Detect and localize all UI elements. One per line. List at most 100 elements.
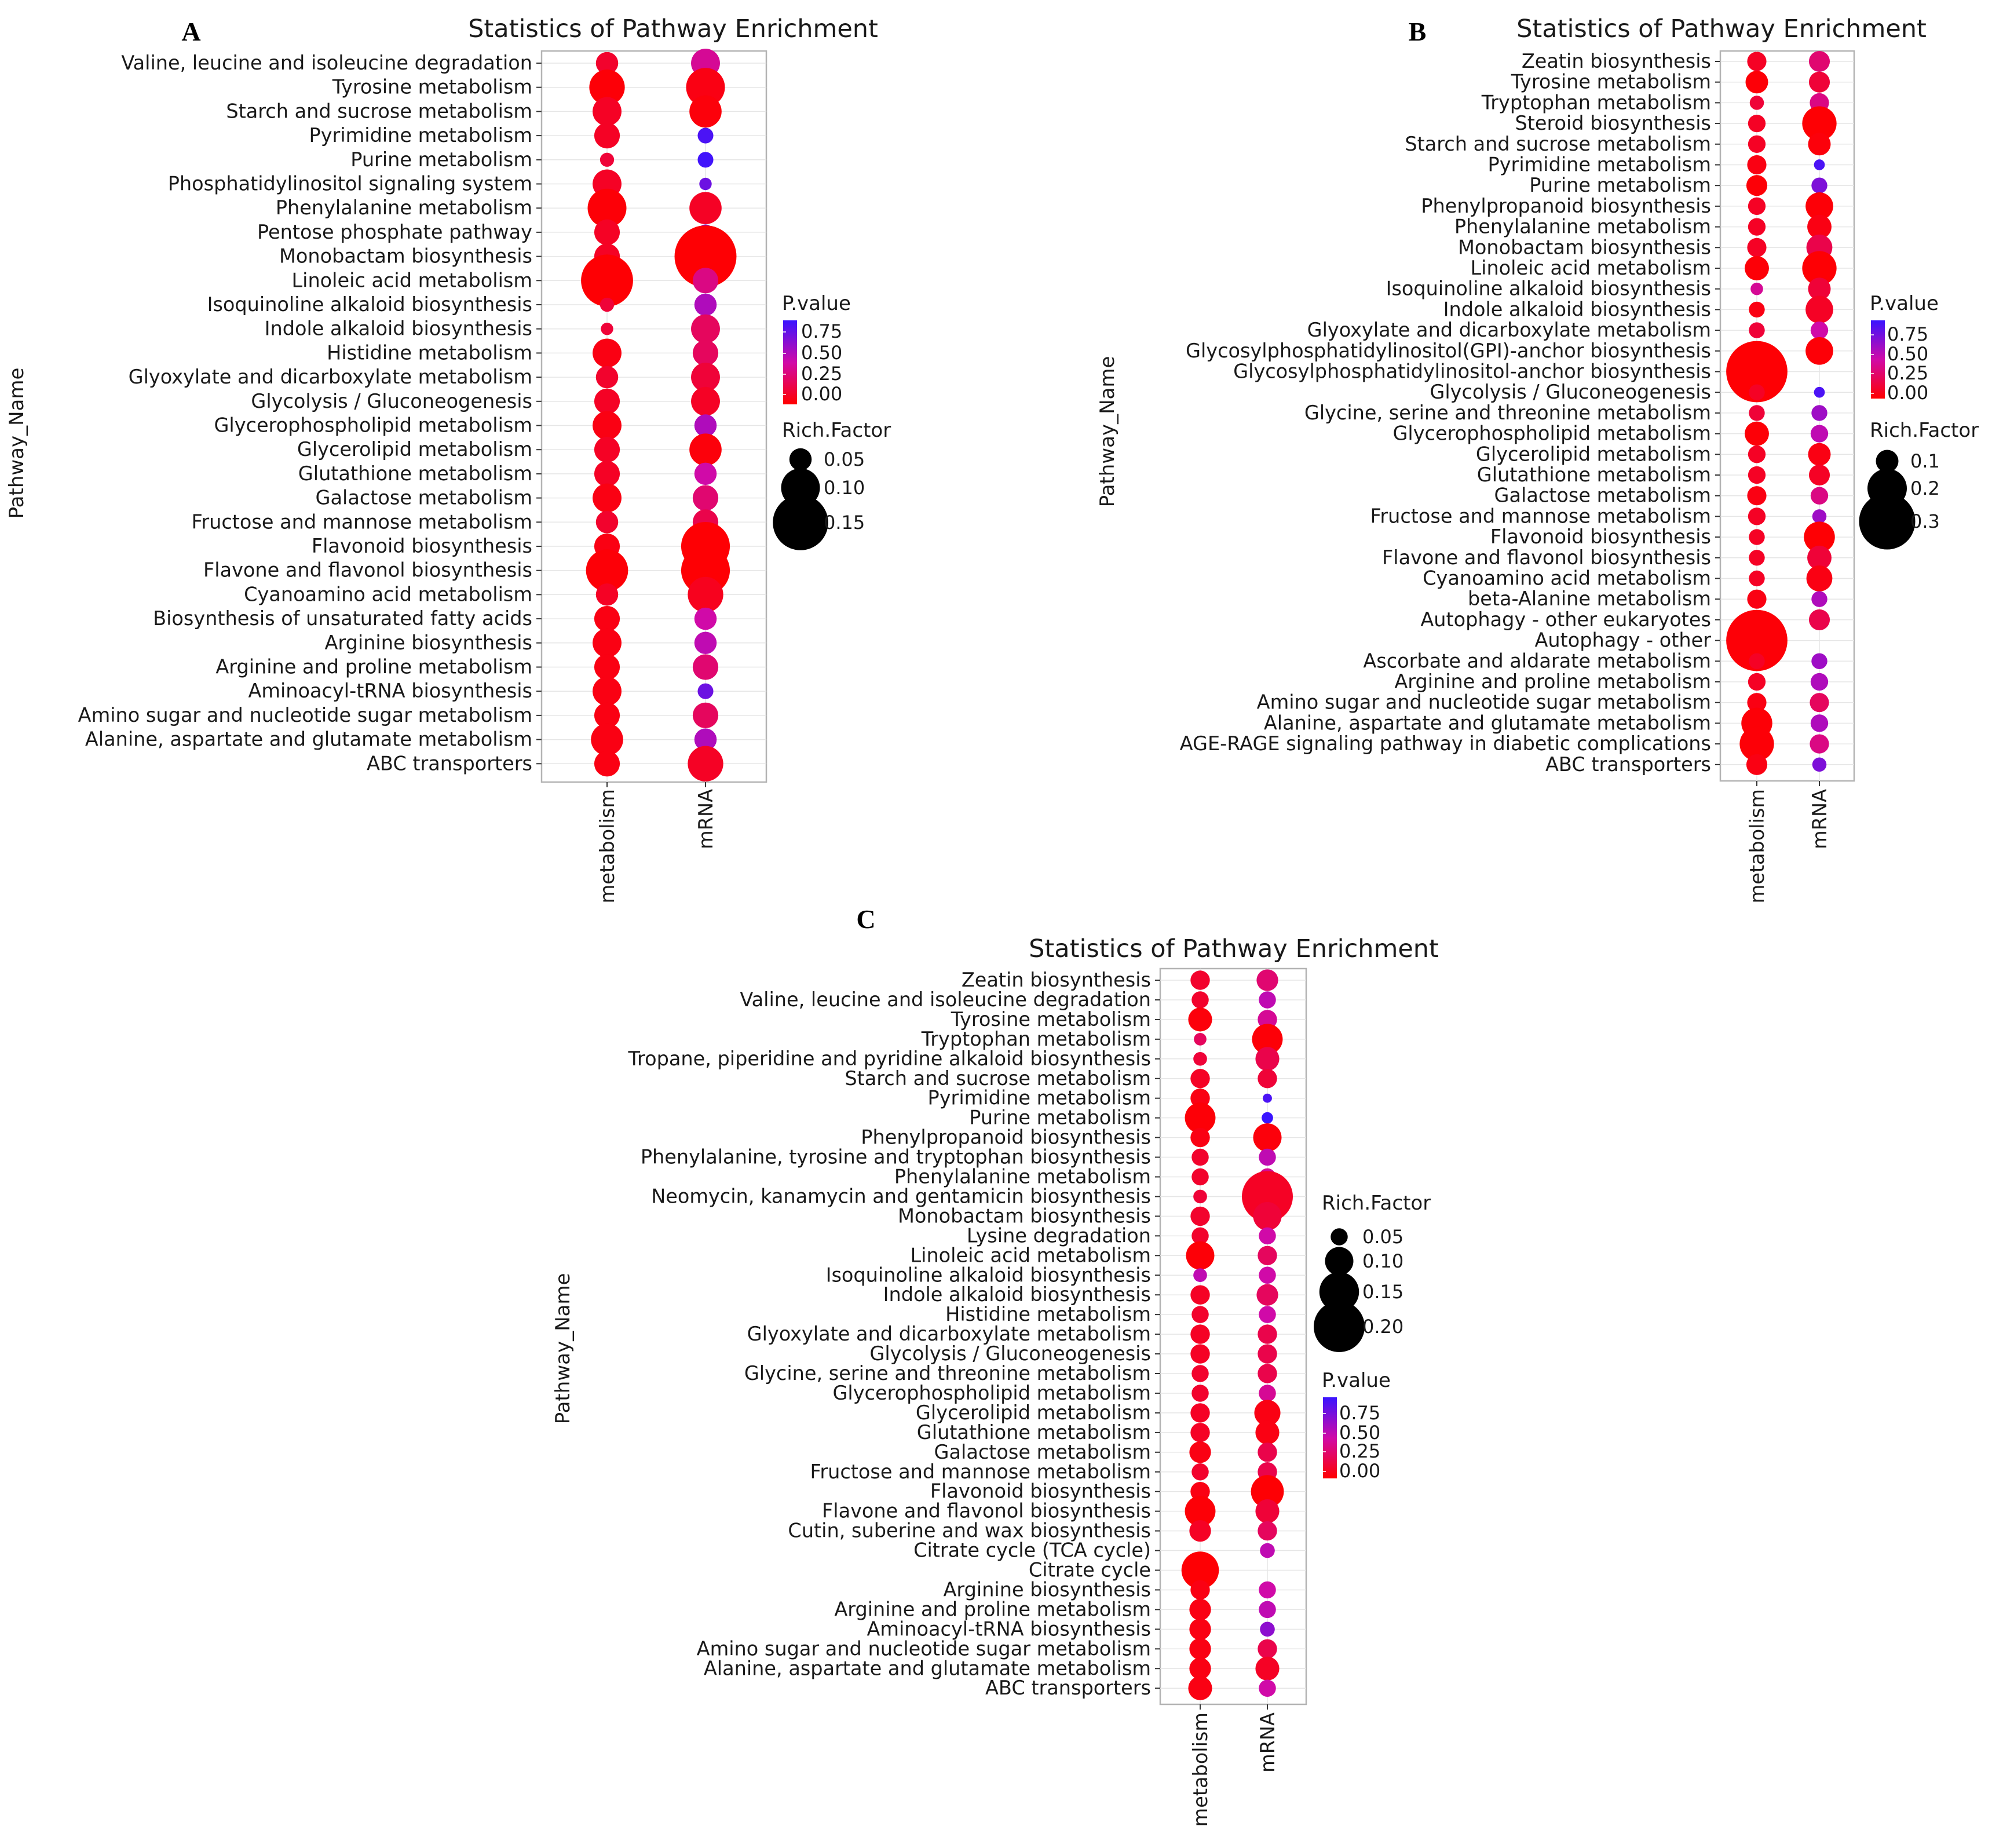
point-mrna: [692, 340, 719, 366]
plot-frame: [1159, 967, 1307, 1705]
point-metabolism: [1191, 1148, 1209, 1166]
panel-b: B Statistics of Pathway Enrichment Zeatin …: [1096, 14, 1979, 903]
point-mrna: [691, 386, 720, 416]
size-legend-label: 0.3: [1910, 510, 1940, 532]
pathway-label: Phenylalanine, tyrosine and tryptophan b…: [641, 1146, 1151, 1168]
point-metabolism: [1190, 1580, 1210, 1600]
point-metabolism: [1749, 322, 1765, 338]
point-mrna: [1811, 653, 1827, 670]
size-legend-label: 0.10: [824, 477, 865, 499]
point-metabolism: [601, 323, 613, 335]
legend-title: P.value: [782, 292, 851, 315]
point-mrna: [1259, 1385, 1276, 1402]
pathway-label: Valine, leucine and isoleucine degradati…: [740, 988, 1151, 1011]
pathway-label: Fructose and mannose metabolism: [192, 510, 532, 533]
point-mrna: [1805, 295, 1833, 324]
pathway-label: Glycerophospholipid metabolism: [832, 1382, 1151, 1404]
pathway-label: Pentose phosphate pathway: [257, 221, 532, 243]
pathway-label: Tyrosine metabolism: [332, 76, 532, 98]
point-mrna: [1802, 106, 1837, 141]
point-mrna: [1259, 1266, 1276, 1284]
point-mrna: [1258, 1246, 1277, 1265]
pathway-label: Glycerophospholipid metabolism: [1392, 422, 1711, 445]
point-mrna: [1263, 1093, 1272, 1103]
point-mrna: [1811, 405, 1827, 421]
point-metabolism: [594, 388, 620, 414]
point-metabolism: [1190, 1285, 1210, 1305]
richfactor-legend: Rich.Factor 0.050.10 0.15 0.20: [1314, 1192, 1431, 1352]
point-mrna: [1258, 1344, 1277, 1364]
point-metabolism: [1193, 1189, 1207, 1204]
point-metabolism: [1747, 155, 1767, 175]
pathway-label: Cyanoamino acid metabolism: [244, 583, 532, 605]
point-mrna: [1802, 251, 1837, 286]
point-metabolism: [595, 52, 619, 75]
point-mrna: [694, 293, 717, 316]
point-mrna: [1804, 521, 1835, 553]
point-mrna: [1255, 1656, 1280, 1681]
pathway-label: Phenylalanine metabolism: [1454, 216, 1711, 238]
point-mrna: [1258, 1639, 1277, 1659]
point-metabolism: [1748, 507, 1766, 525]
x-axis-label: mRNA: [695, 789, 717, 849]
point-metabolism: [1189, 1598, 1211, 1621]
pathway-label: Indole alkaloid biosynthesis: [883, 1283, 1151, 1306]
point-mrna: [688, 576, 723, 613]
point-mrna: [692, 268, 719, 294]
pathway-label: Indole alkaloid biosynthesis: [1443, 298, 1711, 320]
point-metabolism: [1188, 1676, 1212, 1700]
point-metabolism: [1749, 384, 1765, 400]
pathway-label: Phenylalanine metabolism: [276, 196, 532, 219]
point-metabolism: [1746, 175, 1768, 196]
pvalue-tick-label: 0.50: [1339, 1422, 1380, 1444]
point-metabolism: [1190, 1482, 1210, 1502]
point-metabolism: [1748, 673, 1766, 691]
point-mrna: [1259, 1581, 1276, 1599]
point-metabolism: [1189, 1520, 1211, 1542]
pathway-label: Glyoxylate and dicarboxylate metabolism: [129, 366, 532, 388]
point-metabolism: [1190, 1127, 1210, 1148]
point-mrna: [1253, 1201, 1282, 1230]
point-mrna: [689, 433, 722, 466]
pvalue-colorbar: [1871, 320, 1885, 399]
pvalue-colorbar: [783, 320, 797, 404]
point-metabolism: [594, 437, 620, 463]
point-metabolism: [1747, 589, 1767, 609]
pathway-label: Steroid biosynthesis: [1515, 112, 1711, 134]
point-mrna: [692, 654, 719, 680]
pathway-label: Glycolysis / Gluconeogenesis: [1430, 381, 1711, 403]
point-metabolism: [1739, 726, 1774, 761]
point-metabolism: [593, 338, 622, 368]
pathway-label: Alanine, aspartate and glutamate metabol…: [1264, 711, 1711, 734]
pathway-label: Galactose metabolism: [934, 1441, 1151, 1463]
point-mrna: [1810, 321, 1829, 339]
point-metabolism: [1746, 754, 1768, 775]
point-mrna: [1252, 1024, 1283, 1055]
point-mrna: [1259, 1148, 1276, 1166]
pathway-label: Glyoxylate and dicarboxylate metabolism: [1307, 319, 1711, 341]
point-metabolism: [1190, 1423, 1210, 1442]
size-legend-label: 0.15: [824, 512, 865, 534]
pathway-label: Arginine and proline metabolism: [215, 656, 532, 678]
point-metabolism: [1745, 421, 1769, 446]
pathway-label: Purine metabolism: [969, 1106, 1151, 1129]
point-metabolism: [1189, 1441, 1211, 1463]
point-mrna: [691, 363, 720, 392]
point-mrna: [1810, 425, 1829, 443]
point-metabolism: [1745, 256, 1769, 280]
pathway-label: Arginine biosynthesis: [325, 631, 532, 654]
point-mrna: [1808, 133, 1831, 156]
pathway-label: Isoquinoline alkaloid biosynthesis: [207, 293, 532, 316]
pathway-label: Citrate cycle: [1029, 1559, 1151, 1582]
pvalue-tick-label: 0.25: [801, 363, 842, 385]
point-mrna: [1811, 591, 1827, 607]
point-mrna: [1807, 214, 1832, 239]
size-legend-label: 0.1: [1910, 450, 1940, 472]
pathway-label: Indole alkaloid biosynthesis: [265, 317, 532, 340]
point-mrna: [1259, 1227, 1276, 1245]
pathway-label: Amino sugar and nucleotide sugar metabol…: [78, 704, 532, 726]
point-metabolism: [1190, 1089, 1210, 1108]
point-mrna: [1810, 487, 1829, 505]
pathway-label: Tropane, piperidine and pyridine alkaloi…: [628, 1047, 1151, 1070]
